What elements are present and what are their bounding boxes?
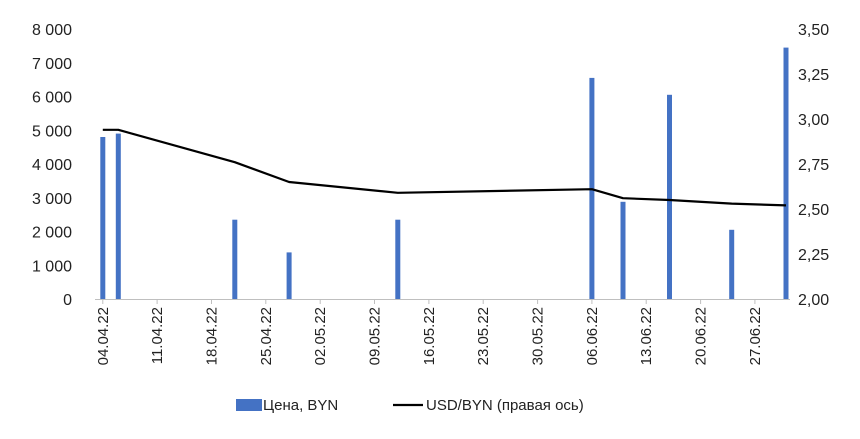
x-tick-label: 27.06.22 xyxy=(747,307,764,365)
right-tick-label: 2,75 xyxy=(798,157,829,174)
left-tick-label: 5 000 xyxy=(32,123,72,140)
left-tick-label: 0 xyxy=(63,292,72,309)
price-bar xyxy=(395,219,401,299)
x-tick-label: 06.06.22 xyxy=(584,307,601,365)
right-axis-ticks: 2,00 2,25 2,50 2,75 3,00 3,25 3,50 xyxy=(798,22,829,309)
x-tick-label: 13.06.22 xyxy=(638,307,655,365)
left-tick-label: 1 000 xyxy=(32,258,72,275)
price-bar xyxy=(232,219,238,299)
right-tick-label: 2,00 xyxy=(798,292,829,309)
x-tick-label: 02.05.22 xyxy=(312,307,329,365)
x-tick-label: 23.05.22 xyxy=(475,307,492,365)
x-tick-label: 25.04.22 xyxy=(258,307,275,365)
x-tick-label: 04.04.22 xyxy=(95,307,112,365)
price-bars xyxy=(100,47,789,300)
legend: Цена, BYN USD/BYN (правая ось) xyxy=(236,397,584,414)
x-tick-label: 18.04.22 xyxy=(204,307,221,365)
x-tick-label: 20.06.22 xyxy=(693,307,710,365)
left-tick-label: 7 000 xyxy=(32,56,72,73)
right-tick-label: 3,25 xyxy=(798,67,829,84)
x-tick-label: 16.05.22 xyxy=(421,307,438,365)
price-bar xyxy=(100,137,106,299)
legend-label-usd-byn: USD/BYN (правая ось) xyxy=(426,397,584,414)
legend-label-price: Цена, BYN xyxy=(263,397,338,414)
price-bar xyxy=(729,229,735,299)
left-axis-ticks: 0 1 000 2 000 3 000 4 000 5 000 6 000 7 000 8 00… xyxy=(32,22,72,309)
right-tick-label: 3,00 xyxy=(798,112,829,129)
x-tick-label: 09.05.22 xyxy=(367,307,384,365)
usd-byn-line xyxy=(102,128,787,207)
price-bar xyxy=(620,201,626,299)
left-tick-label: 6 000 xyxy=(32,90,72,107)
left-tick-label: 4 000 xyxy=(32,157,72,174)
left-tick-label: 3 000 xyxy=(32,191,72,208)
left-tick-label: 8 000 xyxy=(32,22,72,39)
legend-swatch-price xyxy=(236,399,262,411)
x-tick-label: 30.05.22 xyxy=(530,307,547,365)
price-bar xyxy=(667,94,672,299)
price-bar xyxy=(286,252,292,299)
right-tick-label: 3,50 xyxy=(798,22,829,39)
price-bar xyxy=(783,47,789,299)
right-tick-label: 2,25 xyxy=(798,247,829,264)
right-tick-label: 2,50 xyxy=(798,202,829,219)
price-bar xyxy=(115,133,121,299)
left-tick-label: 2 000 xyxy=(32,225,72,242)
x-tick-label: 11.04.22 xyxy=(149,307,166,364)
x-axis-ticks: 04.04.22 11.04.22 18.04.22 25.04.22 02.05.22… xyxy=(95,299,764,365)
